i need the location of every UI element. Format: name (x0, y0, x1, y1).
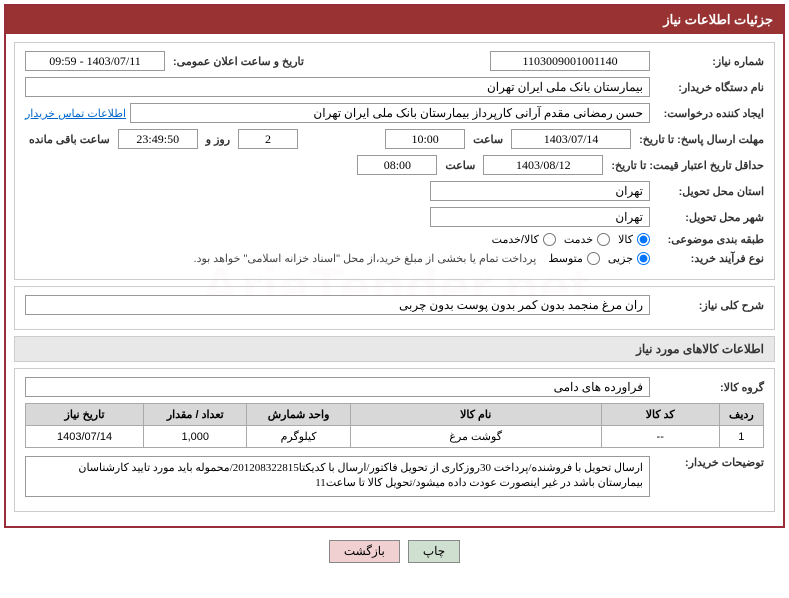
days-and-label: روز و (202, 133, 234, 146)
back-button[interactable]: بازگشت (329, 540, 400, 563)
buyer-notes-field: ارسال تحویل با فروشنده/پرداخت 30روزکاری … (25, 456, 650, 497)
radio-goods[interactable] (637, 233, 650, 246)
radio-partial-label[interactable]: جزیی (608, 252, 650, 265)
delivery-city-field: تهران (430, 207, 650, 227)
th-qty: تعداد / مقدار (144, 404, 247, 426)
th-date: تاریخ نیاز (26, 404, 144, 426)
requester-label: ایجاد کننده درخواست: (654, 107, 764, 120)
delivery-province-label: استان محل تحویل: (654, 185, 764, 198)
th-name: نام کالا (350, 404, 601, 426)
remaining-label: ساعت باقی مانده (25, 133, 114, 146)
th-unit: واحد شمارش (247, 404, 350, 426)
page-title: جزئیات اطلاعات نیاز (663, 12, 773, 27)
subject-class-label: طبقه بندی موضوعی: (654, 233, 764, 246)
need-desc-field: ران مرغ منجمد بدون کمر بدون پوست بدون چر… (25, 295, 650, 315)
toolbar: چاپ بازگشت (0, 532, 789, 571)
announce-date-label: تاریخ و ساعت اعلان عمومی: (169, 55, 308, 68)
desc-section: شرح کلی نیاز: ران مرغ منجمد بدون کمر بدو… (14, 286, 775, 330)
response-deadline-label: مهلت ارسال پاسخ: تا تاریخ: (635, 133, 764, 146)
time-left-field: 23:49:50 (118, 129, 198, 149)
hour-label-1: ساعت (469, 133, 507, 146)
need-desc-label: شرح کلی نیاز: (654, 299, 764, 312)
radio-service[interactable] (597, 233, 610, 246)
delivery-province-field: تهران (430, 181, 650, 201)
hour-label-2: ساعت (441, 159, 479, 172)
response-deadline-date: 1403/07/14 (511, 129, 631, 149)
response-deadline-hour: 10:00 (385, 129, 465, 149)
main-container: جزئیات اطلاعات نیاز شماره نیاز: 11030090… (4, 4, 785, 528)
th-row: ردیف (719, 404, 763, 426)
goods-section: گروه کالا: فراورده های دامی ردیف کد کالا… (14, 368, 775, 512)
delivery-city-label: شهر محل تحویل: (654, 211, 764, 224)
price-validity-date: 1403/08/12 (483, 155, 603, 175)
need-number-label: شماره نیاز: (654, 55, 764, 68)
buyer-org-label: نام دستگاه خریدار: (654, 81, 764, 94)
cell-code: -- (601, 426, 719, 448)
price-validity-label: حداقل تاریخ اعتبار قیمت: تا تاریخ: (607, 159, 764, 172)
goods-group-label: گروه کالا: (654, 381, 764, 394)
radio-medium-label[interactable]: متوسط (548, 252, 600, 265)
payment-note: پرداخت تمام یا بخشی از مبلغ خرید،از محل … (194, 252, 537, 265)
radio-service-label[interactable]: خدمت (564, 233, 610, 246)
purchase-type-label: نوع فرآیند خرید: (654, 252, 764, 265)
radio-medium[interactable] (587, 252, 600, 265)
need-number-field: 1103009001001140 (490, 51, 650, 71)
cell-name: گوشت مرغ (350, 426, 601, 448)
print-button[interactable]: چاپ (408, 540, 460, 563)
days-left-field: 2 (238, 129, 298, 149)
buyer-notes-label: توضیحات خریدار: (654, 456, 764, 469)
goods-section-header: اطلاعات کالاهای مورد نیاز (14, 336, 775, 362)
radio-both[interactable] (543, 233, 556, 246)
buyer-org-field: بیمارستان بانک ملی ایران تهران (25, 77, 650, 97)
cell-date: 1403/07/14 (26, 426, 144, 448)
contact-link[interactable]: اطلاعات تماس خریدار (25, 107, 126, 120)
subject-class-radios: کالا خدمت کالا/خدمت (492, 233, 650, 246)
goods-group-field: فراورده های دامی (25, 377, 650, 397)
table-header-row: ردیف کد کالا نام کالا واحد شمارش تعداد /… (26, 404, 764, 426)
price-validity-hour: 08:00 (357, 155, 437, 175)
radio-partial[interactable] (637, 252, 650, 265)
radio-goods-label[interactable]: کالا (618, 233, 650, 246)
cell-row: 1 (719, 426, 763, 448)
announce-date-field: 1403/07/11 - 09:59 (25, 51, 165, 71)
radio-both-label[interactable]: کالا/خدمت (492, 233, 556, 246)
info-section: شماره نیاز: 1103009001001140 تاریخ و ساع… (14, 42, 775, 280)
table-row: 1 -- گوشت مرغ کیلوگرم 1,000 1403/07/14 (26, 426, 764, 448)
cell-qty: 1,000 (144, 426, 247, 448)
goods-table: ردیف کد کالا نام کالا واحد شمارش تعداد /… (25, 403, 764, 448)
th-code: کد کالا (601, 404, 719, 426)
purchase-type-radios: جزیی متوسط (548, 252, 650, 265)
title-bar: جزئیات اطلاعات نیاز (6, 6, 783, 34)
cell-unit: کیلوگرم (247, 426, 350, 448)
requester-field: حسن رمضانی مقدم آرانی کارپرداز بیمارستان… (130, 103, 650, 123)
